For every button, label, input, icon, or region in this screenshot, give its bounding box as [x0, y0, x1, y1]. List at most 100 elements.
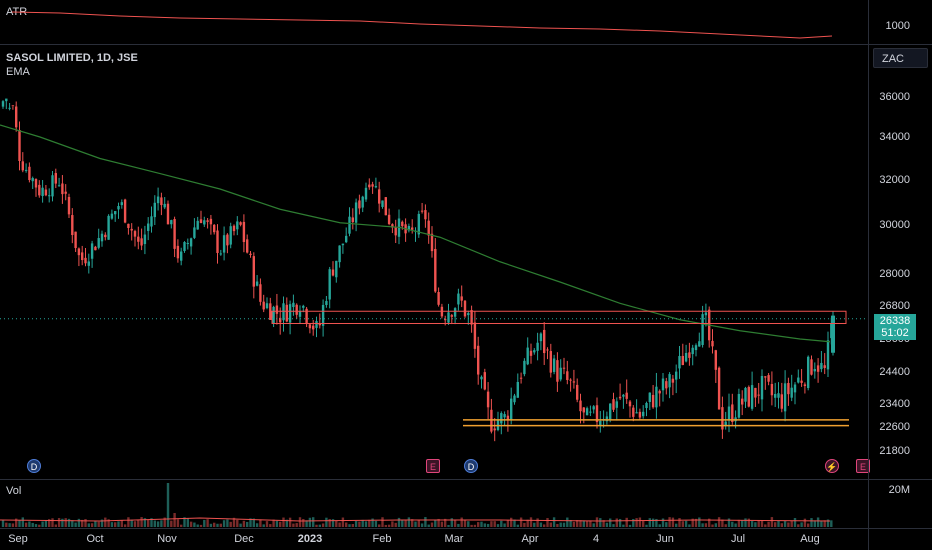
- price-tick: 24400: [879, 366, 910, 378]
- candle: [384, 196, 387, 216]
- dividend-marker[interactable]: D: [27, 459, 41, 473]
- candle: [493, 417, 496, 442]
- symbol-title[interactable]: SASOL LIMITED, 1D, JSE: [6, 52, 138, 64]
- candle: [496, 411, 500, 432]
- flash-icon[interactable]: ⚡: [825, 459, 839, 473]
- candle: [335, 260, 338, 283]
- candle: [826, 331, 830, 377]
- volume-bar: [549, 522, 552, 527]
- volume-bar: [302, 519, 305, 527]
- candle: [681, 343, 684, 366]
- candle: [133, 229, 137, 247]
- volume-bar: [820, 520, 823, 527]
- volume-bar: [546, 518, 549, 527]
- candle: [668, 372, 671, 399]
- candle: [137, 226, 140, 250]
- volume-bar: [777, 520, 780, 527]
- candle: [820, 350, 823, 373]
- atr-axis[interactable]: 1000: [869, 0, 932, 44]
- candle: [747, 385, 750, 408]
- candle: [325, 295, 328, 308]
- candle: [823, 353, 826, 375]
- volume-bar: [203, 519, 206, 527]
- candle: [562, 357, 566, 375]
- price-axis[interactable]: 3600034000320003000028000268002560024400…: [869, 45, 932, 479]
- earnings-marker[interactable]: E: [426, 459, 440, 473]
- volume-bar: [24, 522, 28, 527]
- volume-bar: [246, 521, 249, 527]
- price-pane[interactable]: SASOL LIMITED, 1D, JSE EMA: [0, 45, 868, 479]
- candle: [74, 231, 77, 252]
- candle: [793, 382, 797, 405]
- atr-line: [11, 11, 833, 39]
- candle: [490, 398, 493, 434]
- axis-separator: [868, 0, 869, 550]
- volume-bar: [519, 517, 523, 527]
- volume-bar: [285, 519, 288, 527]
- ema-label[interactable]: EMA: [6, 66, 30, 78]
- candle: [180, 247, 183, 266]
- candle: [434, 238, 437, 293]
- volume-bar: [173, 513, 176, 527]
- resistance-zone[interactable]: [271, 310, 847, 324]
- candle: [585, 406, 589, 416]
- candle: [120, 199, 123, 209]
- price-chart[interactable]: [0, 45, 868, 479]
- volume-bar: [216, 523, 219, 527]
- candle: [420, 202, 424, 214]
- candle: [199, 210, 203, 224]
- candle: [305, 306, 308, 328]
- volume-bar: [133, 521, 137, 527]
- candle: [345, 227, 348, 244]
- currency-button[interactable]: ZAC: [873, 48, 928, 68]
- volume-bar: [467, 521, 470, 527]
- volume-ma-line: [0, 517, 831, 522]
- volume-bar: [28, 521, 31, 527]
- volume-bar: [196, 524, 199, 527]
- candle: [569, 378, 572, 392]
- volume-bar: [490, 521, 493, 527]
- candle: [533, 348, 536, 355]
- volume-bar: [424, 517, 427, 527]
- volume-bar: [176, 519, 180, 527]
- volume-bar: [51, 518, 54, 527]
- ema-line[interactable]: [0, 124, 831, 343]
- pane-separator[interactable]: [0, 479, 932, 480]
- volume-bar: [318, 524, 321, 527]
- volume-chart: [0, 483, 833, 527]
- candle: [315, 316, 318, 338]
- candle: [262, 294, 265, 313]
- candle: [638, 408, 642, 420]
- dividend-marker[interactable]: D: [464, 459, 478, 473]
- volume-bar: [417, 520, 420, 527]
- pane-separator[interactable]: [0, 44, 932, 45]
- volume-bar: [681, 521, 684, 527]
- volume-bar: [123, 524, 127, 527]
- volume-bar: [539, 522, 543, 527]
- volume-bar: [351, 524, 354, 527]
- candle: [483, 368, 486, 391]
- volume-bar: [57, 518, 61, 527]
- volume-bar: [397, 517, 401, 527]
- candle: [255, 275, 259, 287]
- candle: [470, 305, 473, 333]
- candle: [130, 223, 133, 241]
- volume-bar: [566, 517, 569, 527]
- volume-bar: [150, 518, 153, 527]
- candle: [104, 232, 107, 241]
- price-tick: 36000: [879, 91, 910, 103]
- candle: [714, 349, 717, 383]
- candle: [523, 358, 526, 377]
- volume-bar: [741, 520, 744, 527]
- candle: [599, 411, 602, 433]
- candle: [331, 261, 335, 277]
- candle: [279, 307, 282, 335]
- earnings-marker[interactable]: E: [856, 459, 870, 473]
- time-tick: Sep: [8, 533, 28, 545]
- candle: [770, 371, 774, 406]
- volume-axis[interactable]: 20M: [869, 480, 932, 528]
- volume-label[interactable]: Vol: [6, 485, 22, 497]
- candle: [754, 387, 757, 408]
- volume-bar: [94, 520, 97, 527]
- volume-bar: [803, 518, 807, 527]
